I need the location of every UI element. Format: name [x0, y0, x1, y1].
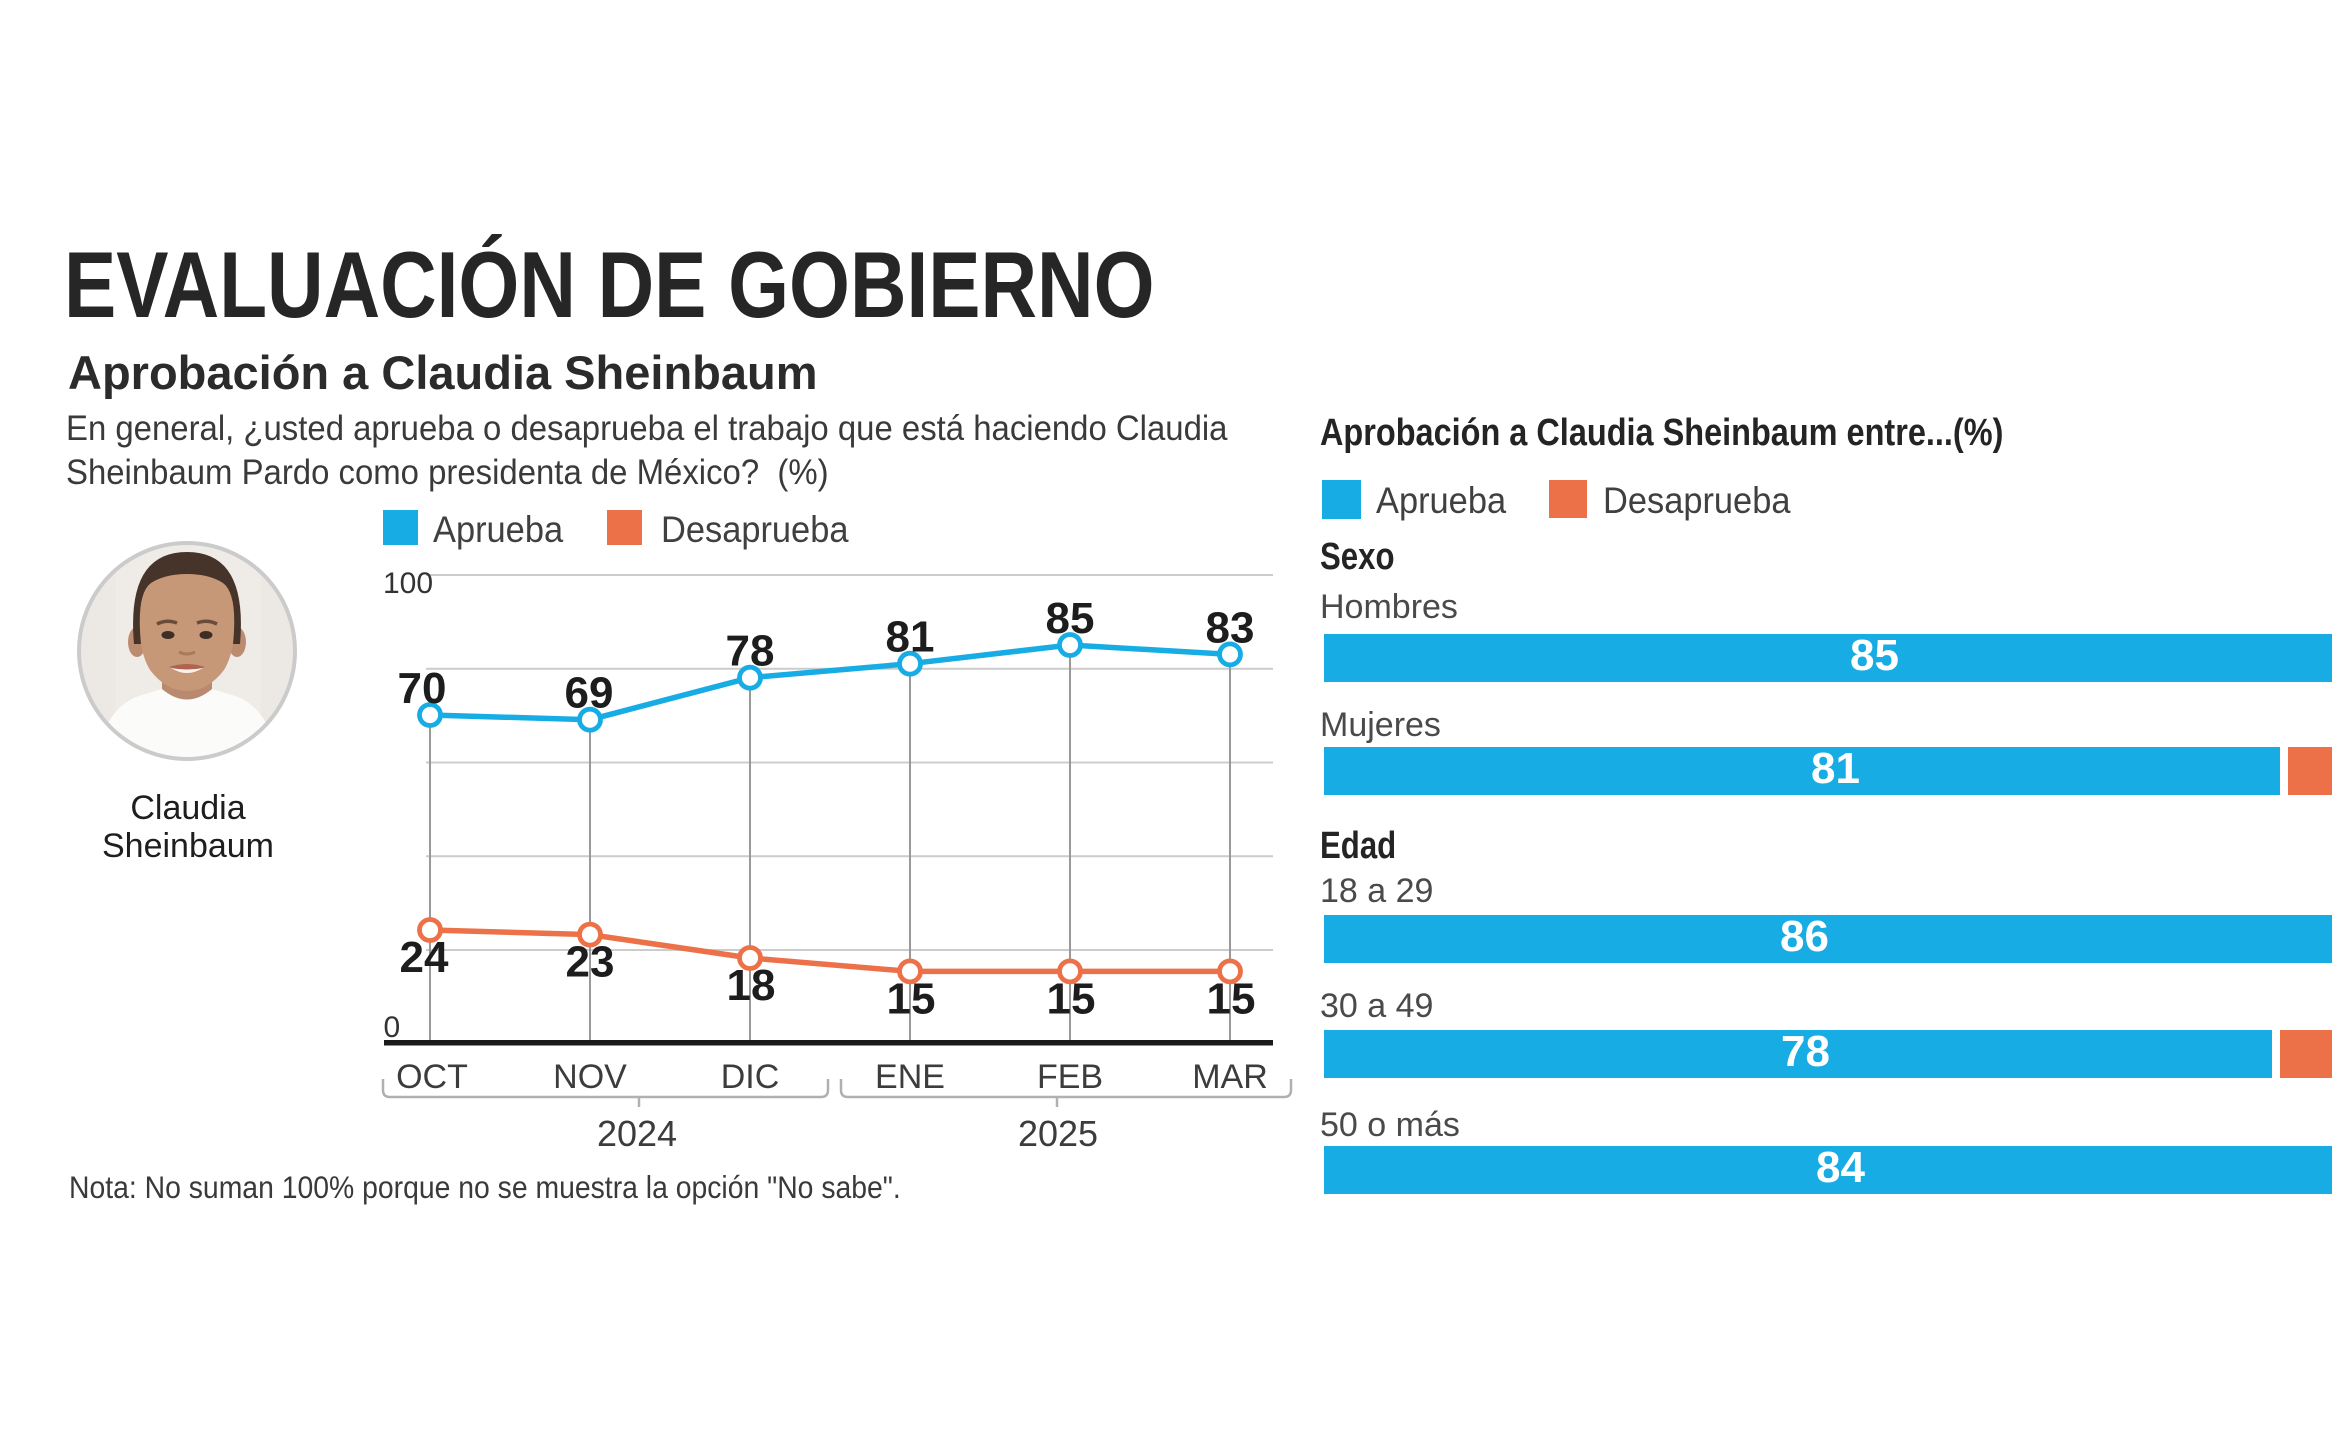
svg-text:NOV: NOV [553, 1058, 627, 1096]
svg-text:23: 23 [566, 938, 615, 987]
svg-text:70: 70 [398, 664, 447, 713]
svg-text:2024: 2024 [597, 1113, 677, 1154]
svg-text:FEB: FEB [1037, 1058, 1103, 1096]
svg-text:0: 0 [384, 1011, 401, 1044]
svg-text:18: 18 [727, 961, 776, 1010]
svg-text:15: 15 [1047, 974, 1096, 1023]
svg-text:OCT: OCT [396, 1058, 468, 1096]
svg-text:69: 69 [565, 669, 614, 718]
svg-text:24: 24 [400, 933, 449, 982]
svg-text:83: 83 [1206, 603, 1255, 652]
svg-text:81: 81 [886, 613, 935, 662]
svg-text:78: 78 [726, 627, 775, 676]
svg-text:MAR: MAR [1192, 1058, 1268, 1096]
svg-text:ENE: ENE [875, 1058, 945, 1096]
svg-text:2025: 2025 [1018, 1113, 1098, 1154]
svg-text:85: 85 [1046, 594, 1095, 643]
svg-text:DIC: DIC [721, 1058, 780, 1096]
svg-text:15: 15 [887, 974, 936, 1023]
svg-text:15: 15 [1207, 974, 1256, 1023]
svg-text:100: 100 [383, 567, 433, 600]
